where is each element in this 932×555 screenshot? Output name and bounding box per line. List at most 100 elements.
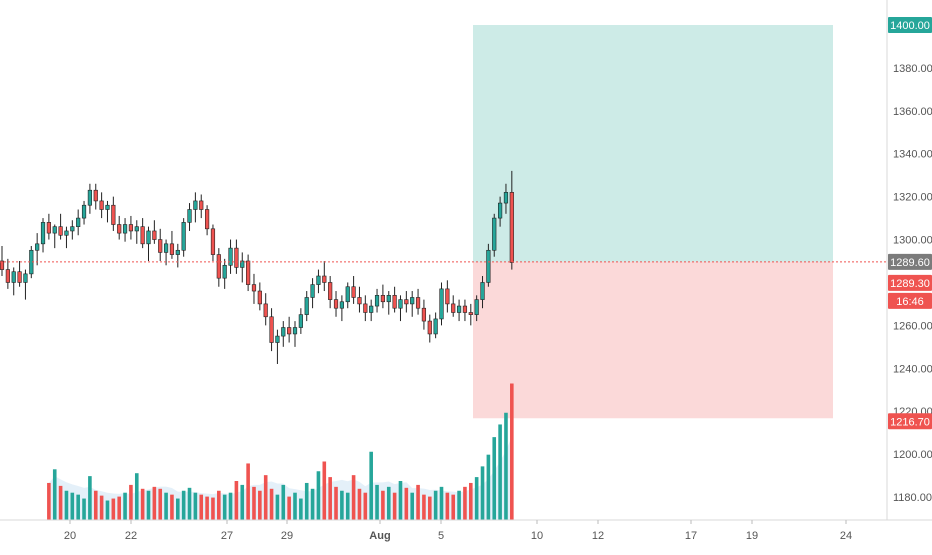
candle[interactable] bbox=[58, 213, 63, 240]
candle[interactable] bbox=[52, 224, 57, 249]
stop-price-label-text: 1216.70 bbox=[890, 416, 930, 428]
candle[interactable] bbox=[93, 183, 98, 210]
candle[interactable] bbox=[140, 218, 145, 249]
candle[interactable] bbox=[380, 284, 386, 309]
candle[interactable] bbox=[421, 299, 427, 330]
stop-zone[interactable] bbox=[473, 261, 833, 419]
candle[interactable] bbox=[410, 291, 415, 317]
candle[interactable] bbox=[497, 196, 503, 227]
price-axis[interactable]: 1380.001360.001340.001320.001300.001280.… bbox=[893, 63, 932, 504]
candle[interactable] bbox=[5, 258, 10, 289]
candle[interactable] bbox=[181, 218, 186, 257]
candle[interactable] bbox=[486, 243, 491, 287]
candle[interactable] bbox=[228, 239, 233, 274]
target-zone[interactable] bbox=[473, 25, 833, 262]
candle[interactable] bbox=[175, 243, 180, 268]
candle[interactable] bbox=[99, 192, 104, 219]
candle[interactable] bbox=[316, 269, 321, 294]
candle[interactable] bbox=[386, 291, 391, 315]
candle[interactable] bbox=[64, 226, 69, 249]
candle[interactable] bbox=[251, 273, 257, 304]
candle[interactable] bbox=[333, 291, 339, 317]
candle[interactable] bbox=[269, 308, 274, 352]
candle[interactable] bbox=[509, 170, 514, 270]
candle[interactable] bbox=[169, 230, 175, 259]
candle[interactable] bbox=[456, 299, 462, 322]
candle[interactable] bbox=[322, 261, 327, 292]
candle[interactable] bbox=[40, 218, 46, 253]
candle[interactable] bbox=[122, 218, 128, 242]
candle[interactable] bbox=[275, 329, 280, 364]
candle[interactable] bbox=[205, 205, 210, 236]
time-axis[interactable]: 20 22 27 29 Aug 5 10 12 17 19 24 bbox=[64, 520, 852, 542]
candle[interactable] bbox=[146, 226, 151, 261]
candle[interactable] bbox=[240, 252, 245, 283]
candle[interactable] bbox=[134, 220, 139, 244]
candle[interactable] bbox=[87, 183, 92, 214]
candle[interactable] bbox=[451, 295, 456, 317]
candle[interactable] bbox=[23, 269, 28, 300]
candle[interactable] bbox=[374, 288, 380, 313]
candle[interactable] bbox=[357, 286, 362, 313]
candle-body bbox=[374, 295, 380, 307]
candle[interactable] bbox=[492, 213, 497, 257]
candle[interactable] bbox=[445, 280, 450, 313]
price-tick-label: 1340.00 bbox=[893, 149, 932, 161]
candle[interactable] bbox=[76, 209, 81, 236]
candle[interactable] bbox=[128, 215, 134, 240]
candle[interactable] bbox=[17, 261, 22, 287]
candle[interactable] bbox=[0, 245, 5, 277]
candle[interactable] bbox=[292, 321, 298, 347]
candle[interactable] bbox=[304, 291, 309, 322]
candle[interactable] bbox=[234, 239, 239, 274]
candle[interactable] bbox=[328, 276, 333, 309]
candle[interactable] bbox=[287, 316, 292, 343]
candle[interactable] bbox=[117, 215, 122, 240]
candle[interactable] bbox=[199, 194, 204, 219]
candle[interactable] bbox=[35, 233, 40, 266]
candle[interactable] bbox=[187, 203, 192, 231]
candle[interactable] bbox=[345, 282, 350, 309]
candle[interactable] bbox=[216, 248, 221, 287]
candle[interactable] bbox=[246, 254, 251, 292]
candle[interactable] bbox=[398, 295, 403, 322]
candle-body bbox=[509, 192, 514, 263]
candle[interactable] bbox=[474, 295, 479, 322]
candle[interactable] bbox=[351, 276, 356, 304]
candle[interactable] bbox=[11, 267, 16, 296]
candle[interactable] bbox=[81, 200, 87, 225]
volume-bar bbox=[187, 487, 192, 520]
candle[interactable] bbox=[468, 303, 473, 326]
candle[interactable] bbox=[392, 286, 397, 313]
candle[interactable] bbox=[257, 282, 262, 311]
candle[interactable] bbox=[363, 295, 368, 322]
candle[interactable] bbox=[46, 213, 51, 240]
candle[interactable] bbox=[480, 276, 485, 309]
candle[interactable] bbox=[158, 228, 163, 261]
candle[interactable] bbox=[152, 220, 157, 244]
candle[interactable] bbox=[298, 308, 303, 334]
candle[interactable] bbox=[263, 293, 268, 326]
candle[interactable] bbox=[70, 220, 75, 240]
candle[interactable] bbox=[210, 224, 216, 261]
candle[interactable] bbox=[433, 312, 438, 339]
candle[interactable] bbox=[404, 291, 409, 313]
candle[interactable] bbox=[415, 288, 421, 315]
candle[interactable] bbox=[163, 239, 169, 266]
candle[interactable] bbox=[310, 278, 315, 309]
candle[interactable] bbox=[427, 314, 432, 343]
candle[interactable] bbox=[339, 295, 344, 322]
volume-bar bbox=[422, 494, 426, 520]
candle[interactable] bbox=[281, 321, 286, 347]
candle[interactable] bbox=[369, 299, 374, 322]
candle[interactable] bbox=[111, 196, 116, 231]
candle[interactable] bbox=[503, 183, 509, 214]
candle[interactable] bbox=[222, 258, 227, 289]
candle[interactable] bbox=[462, 299, 468, 322]
candle[interactable] bbox=[439, 282, 444, 326]
candle[interactable] bbox=[105, 200, 110, 223]
candle[interactable] bbox=[193, 192, 198, 223]
volume-bar bbox=[146, 490, 151, 520]
